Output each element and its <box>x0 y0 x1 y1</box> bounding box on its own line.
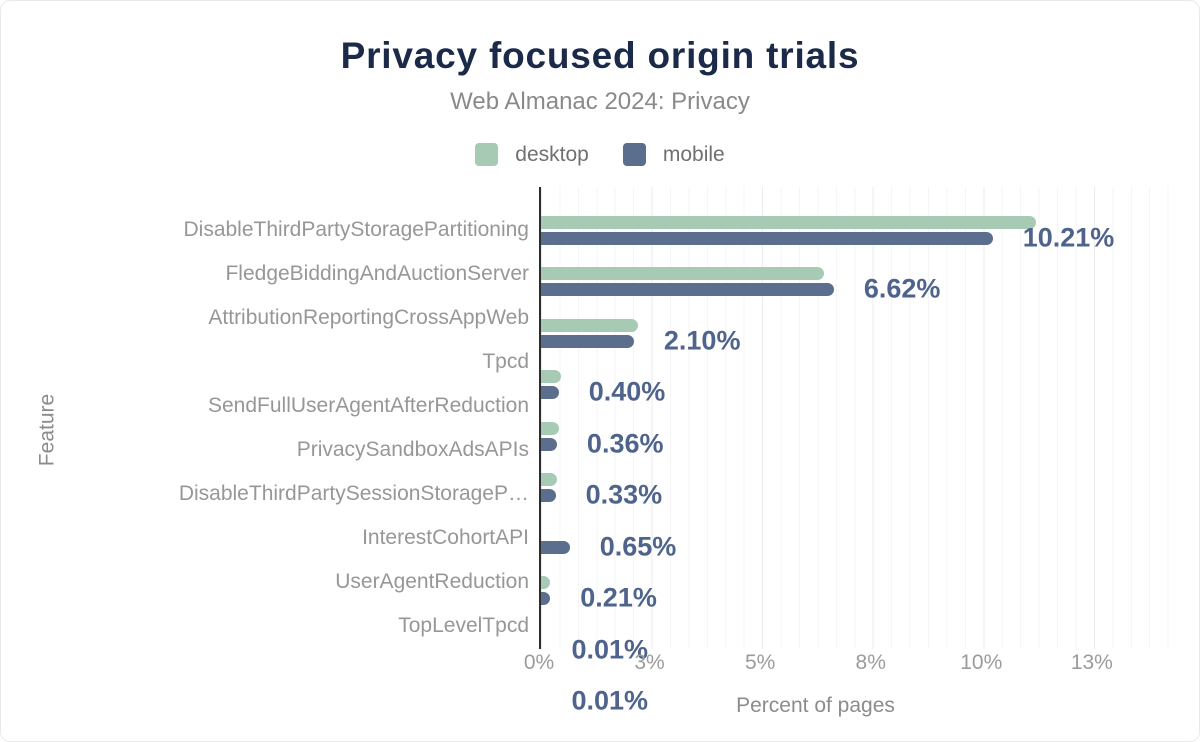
x-axis-title: Percent of pages <box>736 694 895 717</box>
category-label: SendFullUserAgentAfterReduction <box>207 394 529 417</box>
value-annotation: 0.65% <box>599 531 677 561</box>
bar-row: 0.65% <box>541 525 1169 569</box>
value-annotation: 0.36% <box>586 428 664 458</box>
mobile-bar <box>541 540 570 554</box>
desktop-bar <box>541 318 639 332</box>
bar-row: 2.10% <box>541 318 1169 363</box>
category-label: PrivacySandboxAdsAPIs <box>296 438 529 461</box>
category-label: AttributionReportingCrossAppWeb <box>208 306 529 329</box>
legend-item-mobile: mobile <box>622 143 725 166</box>
desktop-bar <box>541 421 559 435</box>
category-label: UserAgentReduction <box>335 570 529 593</box>
bar-row: 0.40% <box>541 370 1169 414</box>
x-axis-ticks: 0% 3% 5% 8% 10% 13% <box>524 651 1167 676</box>
mobile-bar <box>541 437 557 451</box>
bar-row: 0.33% <box>541 473 1169 517</box>
bar-row: 0.21% <box>541 576 1169 620</box>
mobile-bar <box>541 386 559 399</box>
desktop-bar <box>541 576 550 589</box>
bar-rows: 10.21% 6.62% 2.10% 0.40% 0.36% 0.33% 0.6… <box>541 208 1169 723</box>
legend-item-desktop: desktop <box>475 143 589 166</box>
mobile-bar <box>541 231 993 245</box>
legend: desktop mobile <box>1 143 1199 166</box>
x-tick-label: 0% <box>523 651 555 674</box>
chart-subtitle: Web Almanac 2024: Privacy <box>450 88 750 115</box>
bar-row: 0.01% <box>541 628 1169 672</box>
value-annotation: 0.33% <box>585 479 663 510</box>
mobile-bar <box>541 592 551 605</box>
bar-row: 6.62% <box>541 267 1169 311</box>
x-tick-label: 5% <box>744 651 776 674</box>
category-label: TopLevelTpcd <box>398 614 529 637</box>
value-annotation: 0.21% <box>580 582 657 613</box>
desktop-bar <box>541 215 1037 229</box>
mobile-bar <box>541 334 634 348</box>
value-annotation: 0.40% <box>588 376 666 407</box>
bar-row: 0.36% <box>541 421 1169 466</box>
desktop-bar <box>541 473 557 486</box>
desktop-bar <box>541 267 825 280</box>
category-label: FledgeBiddingAndAuctionServer <box>225 262 529 285</box>
bar-row: 0.01% <box>541 679 1169 723</box>
category-labels: DisableThirdPartyStoragePartitioning Fled… <box>81 208 529 648</box>
y-axis-title: Feature <box>35 393 59 467</box>
plot-area: 10.21% 6.62% 2.10% 0.40% 0.36% 0.33% 0.6… <box>539 187 1169 714</box>
category-label: InterestCohortAPI <box>362 526 529 549</box>
mobile-bar <box>541 489 556 502</box>
category-label: Tpcd <box>482 350 529 373</box>
x-tick-label: 8% <box>855 651 886 674</box>
value-annotation: 10.21% <box>1022 222 1115 252</box>
value-annotation: 0.01% <box>571 634 648 664</box>
category-label: DisableThirdPartySessionStorageP… <box>178 482 529 505</box>
desktop-bar <box>541 370 561 383</box>
x-tick-label: 13% <box>1070 651 1113 674</box>
value-annotation: 0.01% <box>571 685 648 716</box>
category-label: DisableThirdPartyStoragePartitioning <box>183 218 529 241</box>
legend-label-desktop: desktop <box>515 143 589 166</box>
value-annotation: 2.10% <box>663 325 741 355</box>
legend-label-mobile: mobile <box>662 143 725 166</box>
mobile-bar <box>541 283 834 296</box>
value-annotation: 6.62% <box>863 273 941 304</box>
mobile-legend-swatch-icon <box>622 143 646 166</box>
bar-row: 10.21% <box>541 215 1169 260</box>
chart-title: Privacy focused origin trials <box>340 35 860 76</box>
x-tick-label: 10% <box>960 651 1003 674</box>
x-tick-label: 3% <box>634 651 665 674</box>
desktop-legend-swatch-icon <box>475 143 499 166</box>
